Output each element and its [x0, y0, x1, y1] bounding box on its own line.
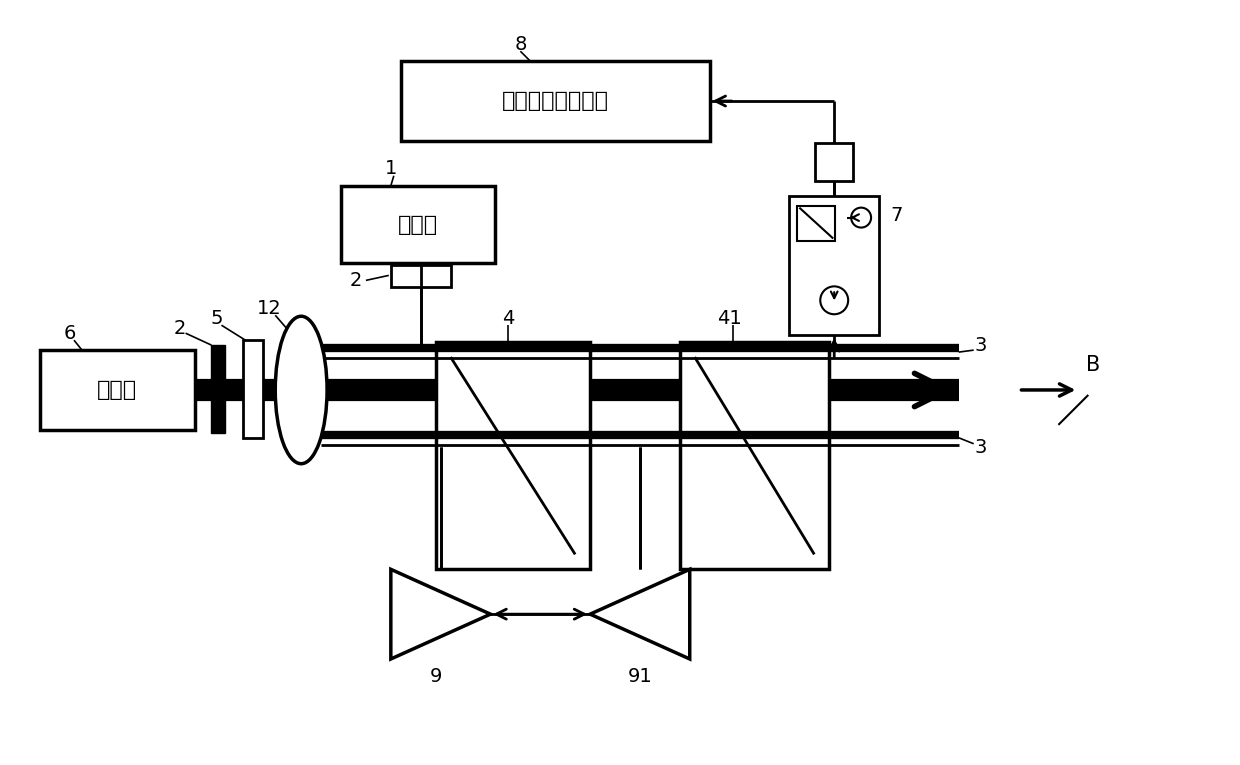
Text: 2: 2: [174, 319, 186, 337]
Bar: [797, 206, 836, 240]
Text: 1: 1: [384, 159, 397, 178]
Text: 12: 12: [257, 299, 281, 317]
Bar: [212, 345, 226, 433]
Bar: [435, 342, 590, 569]
Bar: [243, 340, 263, 438]
Text: 3: 3: [975, 438, 987, 457]
Polygon shape: [590, 569, 689, 659]
Bar: [40, 350, 195, 430]
Bar: [680, 342, 830, 569]
Text: 7: 7: [890, 206, 903, 225]
Bar: [401, 61, 709, 141]
Text: 91: 91: [627, 667, 652, 686]
Ellipse shape: [275, 316, 327, 464]
Bar: [815, 143, 853, 181]
Text: 泵浦光: 泵浦光: [97, 380, 138, 400]
Text: 6: 6: [63, 324, 76, 343]
Text: 41: 41: [717, 309, 742, 327]
Text: 4: 4: [502, 309, 515, 327]
Circle shape: [821, 286, 848, 314]
Polygon shape: [391, 569, 491, 659]
Text: 5: 5: [211, 309, 223, 327]
Bar: [790, 196, 879, 335]
Text: 9: 9: [429, 667, 441, 686]
Text: 2: 2: [350, 271, 362, 290]
Text: 8: 8: [515, 34, 527, 54]
Text: 数据采集处理系统: 数据采集处理系统: [502, 91, 609, 111]
Circle shape: [851, 207, 870, 227]
Text: 3: 3: [975, 336, 987, 355]
Text: 探测光: 探测光: [398, 214, 438, 235]
Text: B: B: [1086, 355, 1100, 375]
Bar: [341, 186, 496, 263]
Bar: [391, 265, 450, 288]
